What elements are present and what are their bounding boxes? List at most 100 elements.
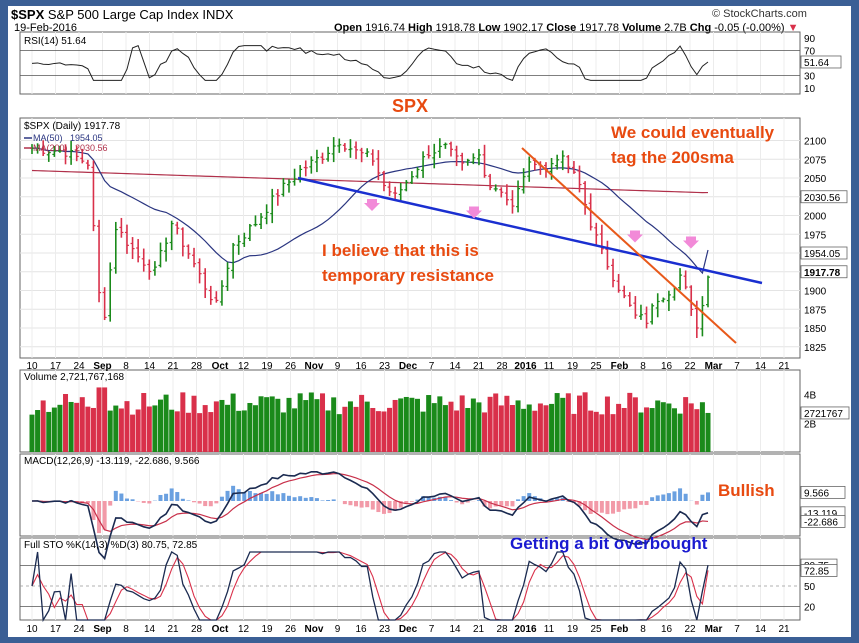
- x-tick-label: 17: [50, 624, 62, 635]
- macd-histogram-bar: [460, 501, 465, 505]
- annotation-overbought: Getting a bit overbought: [510, 534, 708, 553]
- volume-bar: [292, 408, 298, 452]
- arrow-marker-icon: [466, 206, 482, 219]
- macd-histogram-bar: [421, 496, 426, 501]
- chg-down-icon: ▼: [787, 22, 799, 34]
- volume-bar: [437, 396, 443, 452]
- volume-bar: [353, 406, 359, 452]
- macd-tag-box: [800, 485, 846, 499]
- volume-bar: [314, 399, 320, 452]
- ma200-legend-value: 2030.56: [75, 143, 108, 153]
- volume-bar: [197, 413, 203, 452]
- macd-histogram-bar: [661, 494, 666, 501]
- macd-histogram-bar: [214, 501, 219, 504]
- x-tick-label: 21: [778, 624, 790, 635]
- volume-bar: [476, 402, 482, 452]
- volume-bar: [180, 392, 186, 452]
- x-tick-label: Nov: [305, 361, 324, 372]
- x-tick-label: 10: [26, 624, 38, 635]
- volume-bar: [459, 395, 465, 452]
- x-tick-label: 28: [496, 624, 508, 635]
- macd-histogram-bar: [449, 500, 454, 501]
- header-quote-line: Open 1916.74 High 1918.78 Low 1902.17 Cl…: [334, 22, 799, 34]
- volume-bar: [113, 405, 119, 452]
- price-tick-label: 1850: [804, 324, 827, 335]
- chg-value: -0.05 (-0.00%): [714, 22, 785, 34]
- volume-bar: [241, 410, 247, 452]
- volume-bar: [347, 401, 353, 452]
- rsi-panel: [19, 31, 801, 95]
- volume-bar: [364, 401, 370, 452]
- macd-plot: [31, 470, 710, 561]
- volume-bar: [359, 394, 365, 452]
- volume-bar: [655, 400, 661, 452]
- price-tag-box: [800, 246, 848, 260]
- volume-bar: [454, 410, 460, 452]
- volume-tag-box: [800, 406, 850, 420]
- volume-bar: [280, 412, 286, 452]
- volume-value: 2.7B: [664, 22, 687, 34]
- sto-d-line: [31, 551, 709, 621]
- x-tick-label: Sep: [93, 361, 111, 372]
- volume-bar: [498, 405, 504, 452]
- macd-axis: 9.566 -13.119-22.686: [800, 485, 846, 528]
- x-tick-label: 22: [684, 624, 696, 635]
- volume-bar: [593, 411, 599, 452]
- sto-k-line: [31, 551, 709, 623]
- x-tick-label: 12: [238, 361, 250, 372]
- macd-histogram-bar: [454, 501, 459, 503]
- macd-histogram-bar: [303, 497, 308, 501]
- price-tick-label: 1975: [804, 230, 827, 241]
- volume-bar: [336, 414, 342, 452]
- price-y-axis: 2100 2075 2050 2030.56 2000 1975 1954.05 1917.7…: [800, 137, 848, 354]
- volume-bar: [705, 412, 711, 452]
- volume-bar: [236, 410, 242, 452]
- volume-bar: [79, 397, 85, 452]
- arrow-marker-icon: [364, 199, 380, 211]
- ma200-line: [31, 169, 709, 194]
- volume-bar: [68, 401, 74, 452]
- annotation-200sma-line2: tag the 200sma: [611, 148, 734, 167]
- date-x-axis-bottom: 10 17 24 Sep 8 14 21 28 Oct 12 19 26 Nov 9 16 23 Dec 7 14 2…: [26, 624, 790, 635]
- x-tick-label: 2016: [514, 624, 537, 635]
- macd-histogram-bar: [169, 488, 174, 501]
- macd-histogram-bar: [633, 501, 638, 509]
- macd-histogram-bar: [180, 498, 185, 501]
- macd-histogram-bar: [706, 492, 710, 501]
- volume-bar: [532, 410, 538, 452]
- macd-histogram-bar: [281, 493, 286, 501]
- sto-tick-label: 20: [804, 602, 816, 613]
- rsi-tick-label: 30: [804, 71, 816, 82]
- price-plot: [30, 137, 763, 344]
- macd-histogram-bar: [247, 490, 252, 501]
- x-tick-label: 9: [335, 361, 341, 372]
- volume-bar: [420, 411, 426, 452]
- rsi-line: [31, 44, 709, 81]
- volume-bar: [504, 395, 510, 452]
- macd-tick-label: -22.686: [804, 517, 838, 528]
- macd-signal-line: [31, 473, 709, 541]
- x-tick-label: 28: [191, 624, 203, 635]
- price-tick-label: 2075: [804, 155, 827, 166]
- volume-bar: [35, 410, 41, 452]
- macd-histogram-bar: [599, 501, 604, 513]
- x-tick-label: 25: [590, 624, 602, 635]
- ma50-legend: MA(50) 1954.05: [24, 133, 103, 143]
- volume-bar: [543, 405, 549, 452]
- volume-bar: [320, 393, 326, 452]
- macd-histogram-bar: [516, 499, 521, 501]
- macd-histogram-bar: [605, 501, 610, 515]
- volume-bar: [599, 414, 605, 452]
- index-name: S&P 500 Large Cap Index: [47, 7, 199, 22]
- volume-tick-label: 2721767: [804, 409, 843, 420]
- rsi-tick-label: 10: [804, 84, 816, 95]
- down-channel-line: [521, 147, 737, 344]
- ma200-legend-label: MA(200): [33, 143, 68, 153]
- macd-histogram-bar: [627, 501, 632, 509]
- volume-bar: [537, 403, 543, 452]
- volume-tick-label: 2B: [804, 419, 817, 430]
- x-tick-label: 14: [449, 361, 461, 372]
- volume-bar: [660, 402, 666, 452]
- volume-bar: [297, 393, 303, 452]
